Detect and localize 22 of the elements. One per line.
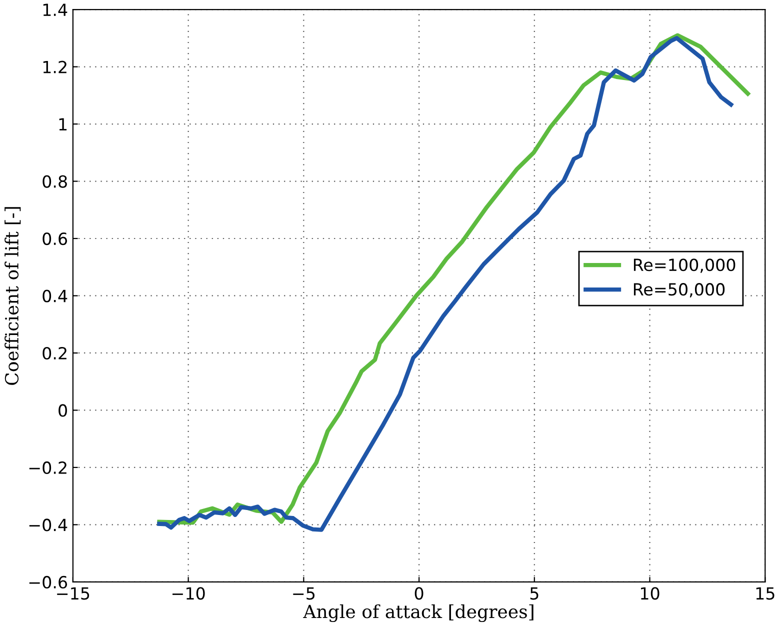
x-tick-label: 0 bbox=[414, 587, 424, 600]
legend-label: Re=100,000 bbox=[634, 258, 736, 273]
y-axis-title: Coefficient of lift [-] bbox=[4, 207, 21, 385]
y-tick-label: 1.4 bbox=[43, 4, 68, 16]
x-tick-label: 10 bbox=[640, 587, 660, 600]
x-tick-label: 15 bbox=[756, 587, 774, 600]
y-tick-label: 0.6 bbox=[42, 232, 68, 246]
y-tick-label: 0.4 bbox=[42, 290, 68, 302]
x-axis-title: Angle of attack [degrees] bbox=[303, 604, 534, 622]
y-tick-label: −0.6 bbox=[29, 576, 68, 589]
x-tick-label: −5 bbox=[293, 587, 315, 600]
y-tick-label: 1 bbox=[59, 118, 67, 130]
y-tick-label: 0.8 bbox=[42, 175, 67, 188]
y-tick-label: 0 bbox=[58, 404, 67, 417]
x-tick-label: −15 bbox=[57, 587, 90, 600]
y-tick-label: 1.2 bbox=[43, 60, 66, 74]
y-tick-label: −0.4 bbox=[29, 518, 68, 532]
x-tick-label: 5 bbox=[530, 587, 538, 600]
legend-label: Re=50,000 bbox=[634, 283, 725, 298]
y-tick-label: 0.2 bbox=[42, 346, 66, 360]
x-tick-label: −10 bbox=[172, 587, 205, 600]
y-tick-label: −0.2 bbox=[29, 461, 66, 474]
